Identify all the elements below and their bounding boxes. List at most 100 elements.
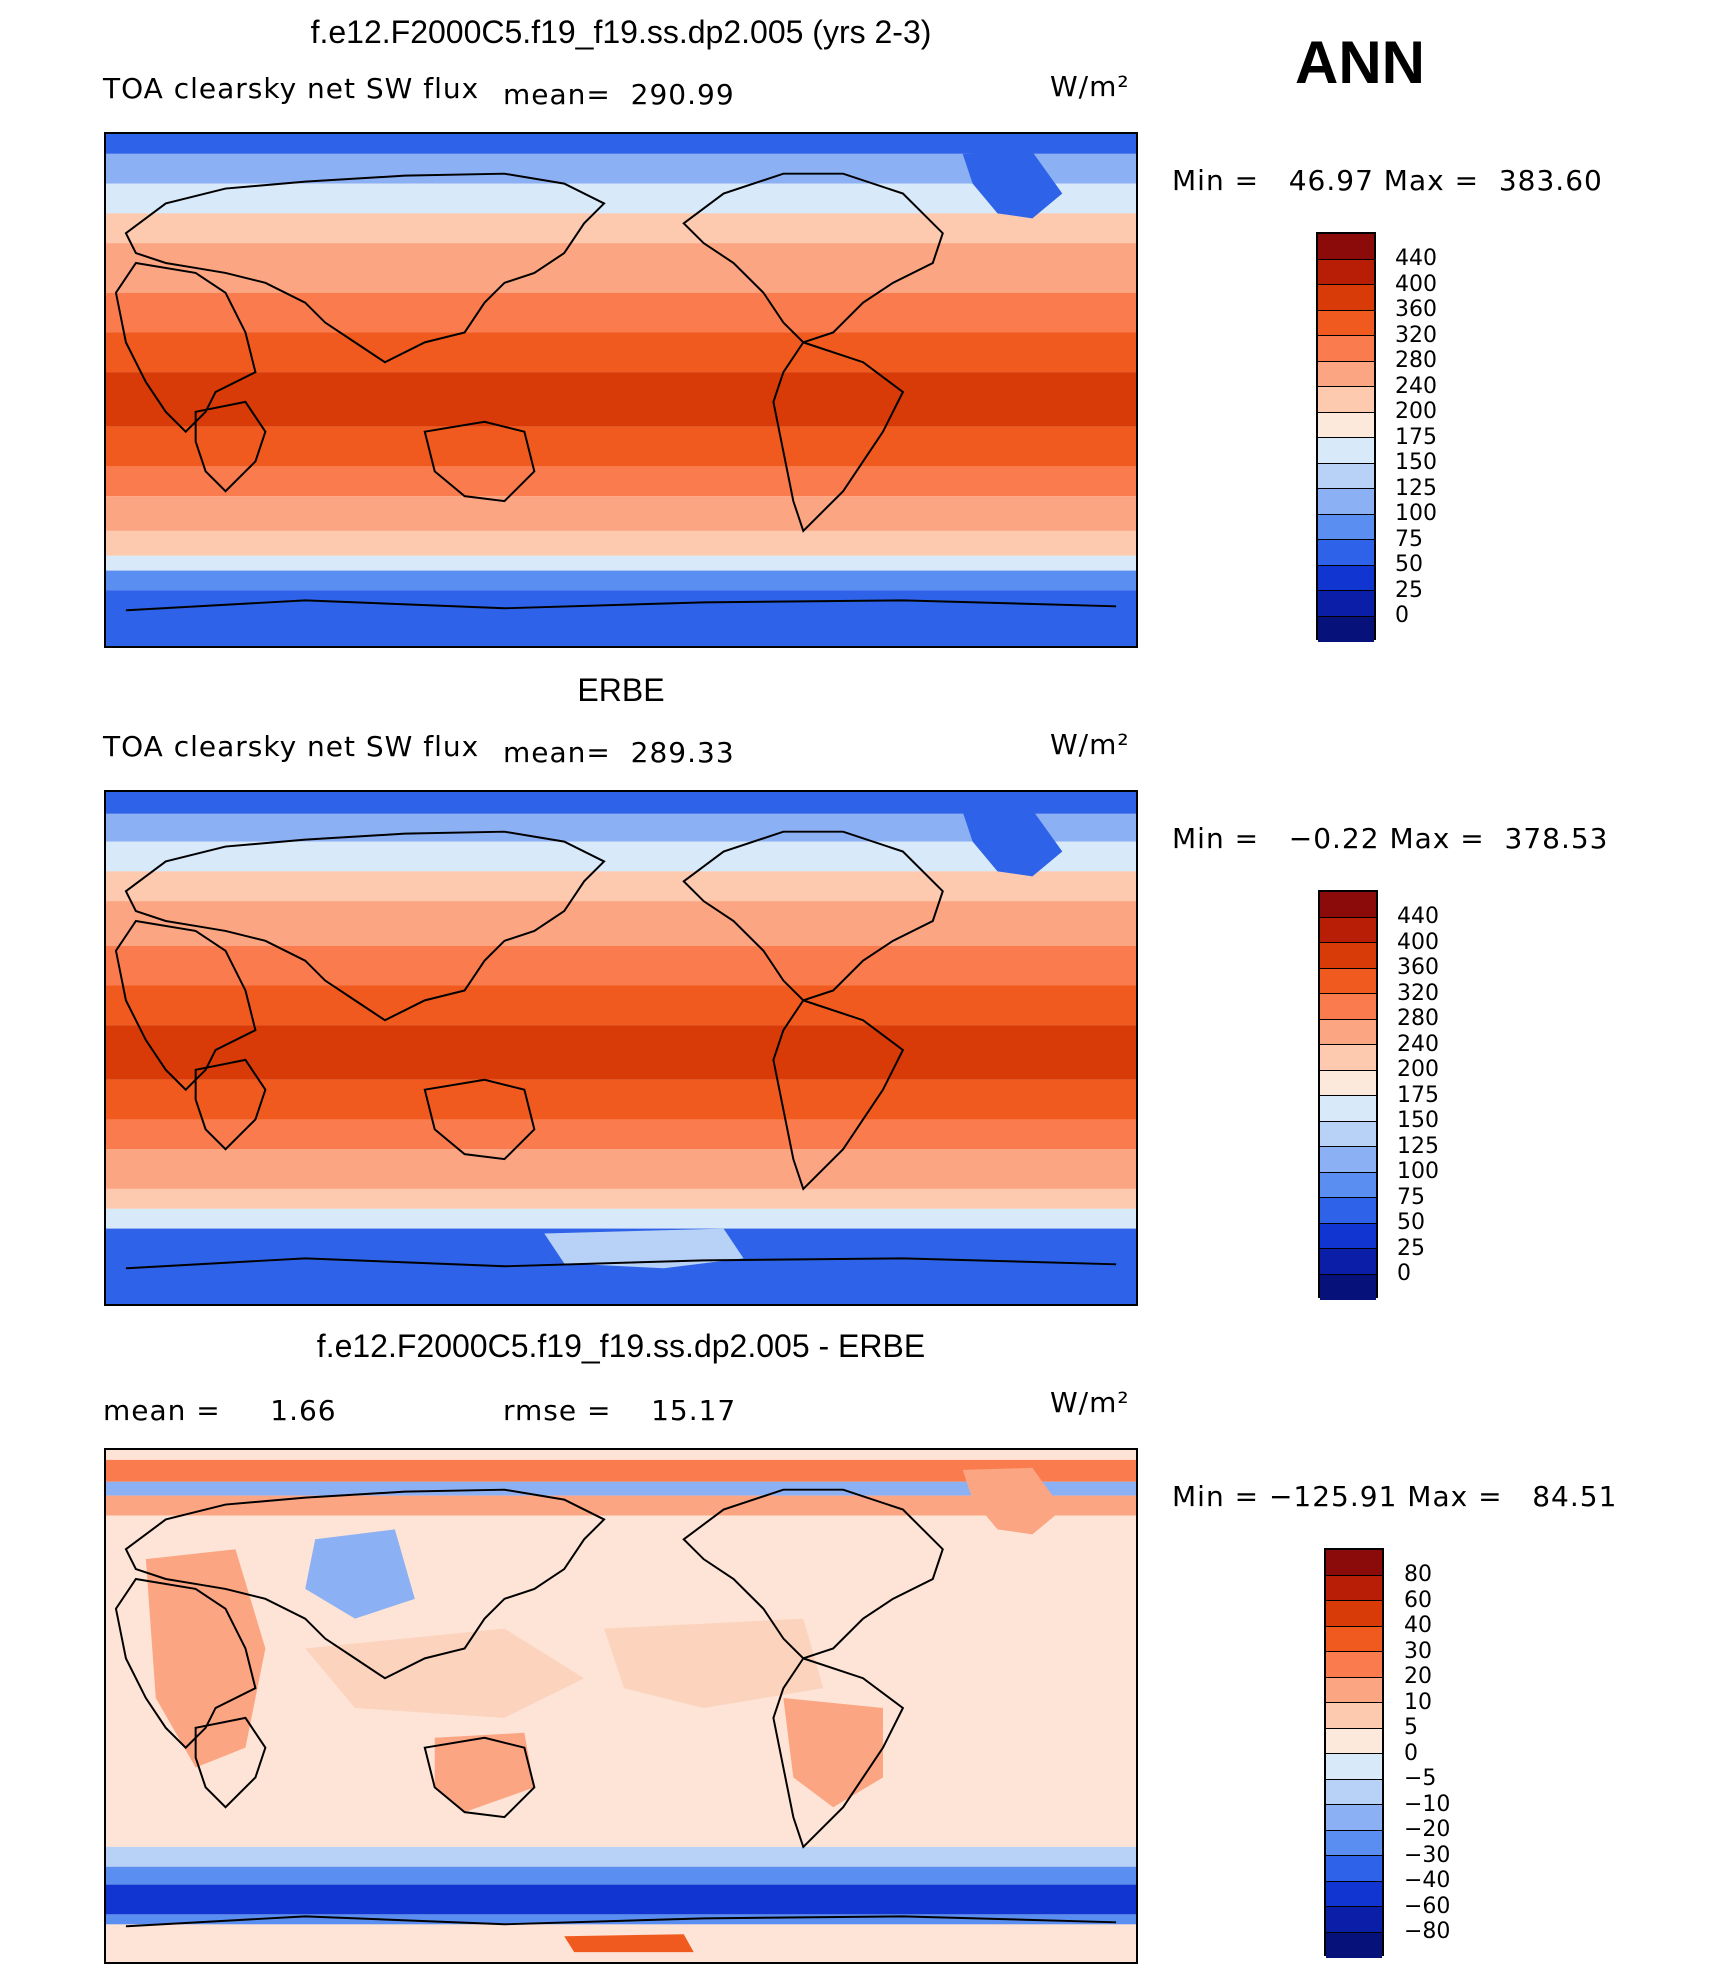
colorbar-tick-label: 50 xyxy=(1395,552,1423,577)
panel-2-map-field xyxy=(106,792,1136,1304)
colorbar-tick-label: 440 xyxy=(1395,246,1437,271)
colorbar-tick-label: 25 xyxy=(1397,1235,1425,1261)
panel-3-units-label: W/m² xyxy=(1050,1386,1130,1419)
colorbar-tick-label: 125 xyxy=(1397,1133,1439,1159)
colorbar-tick-label: 200 xyxy=(1395,399,1437,424)
colorbar-tick-label: 25 xyxy=(1395,577,1423,603)
colorbar-tick-label: −40 xyxy=(1404,1868,1451,1893)
colorbar-segment xyxy=(1326,1703,1382,1729)
colorbar-segment xyxy=(1320,1249,1376,1275)
colorbar-segment xyxy=(1318,387,1374,413)
colorbar-segment xyxy=(1320,1147,1376,1173)
colorbar-tick-label: 80 xyxy=(1404,1562,1432,1587)
colorbar-tick-label: 150 xyxy=(1397,1108,1439,1133)
colorbar-segment xyxy=(1326,1626,1382,1652)
panel-1-mean-label: mean= 290.99 xyxy=(503,78,735,111)
colorbar-tick-label: 100 xyxy=(1397,1159,1439,1184)
colorbar-tick-label: 30 xyxy=(1404,1638,1432,1664)
colorbar-segment xyxy=(1326,1881,1382,1907)
colorbar-tick-label: 320 xyxy=(1397,980,1439,1006)
colorbar-segment xyxy=(1326,1575,1382,1601)
colorbar-segment xyxy=(1318,259,1374,285)
colorbar-tick-label: −80 xyxy=(1404,1919,1451,1944)
colorbar-segment xyxy=(1326,1907,1382,1933)
colorbar-segment xyxy=(1320,968,1376,994)
colorbar-segment xyxy=(1326,1805,1382,1831)
colorbar-segment xyxy=(1320,892,1376,918)
colorbar-segment xyxy=(1326,1601,1382,1627)
colorbar-tick-label: 0 xyxy=(1395,603,1409,628)
colorbar-segment xyxy=(1326,1932,1382,1958)
colorbar-tick-label: 360 xyxy=(1397,955,1439,980)
colorbar-segment xyxy=(1320,1172,1376,1198)
colorbar-segment xyxy=(1318,336,1374,362)
panel-2-minmax-label: Min = −0.22 Max = 378.53 xyxy=(1172,822,1609,855)
colorbar-segment xyxy=(1320,1223,1376,1249)
colorbar-tick-label: 320 xyxy=(1395,322,1437,348)
colorbar-tick-label: 75 xyxy=(1397,1184,1425,1210)
colorbar-tick-label: 50 xyxy=(1397,1210,1425,1235)
colorbar-segment xyxy=(1320,1045,1376,1071)
panel-3-rmse-label: rmse = 15.17 xyxy=(503,1394,737,1427)
panel-1-minmax-label: Min = 46.97 Max = 383.60 xyxy=(1172,164,1603,197)
colorbar-tick-label: 100 xyxy=(1395,501,1437,526)
colorbar-segment xyxy=(1318,285,1374,311)
panel-1-colorbar-ticks: 440 400 360 320 280 240 200 175 150 125 100 75 50 25 0 xyxy=(1395,246,1437,629)
colorbar-segment xyxy=(1318,361,1374,387)
colorbar-segment xyxy=(1318,412,1374,438)
panel-3-mean-label: mean = 1.66 xyxy=(103,1394,337,1427)
colorbar-segment xyxy=(1318,616,1374,642)
colorbar-tick-label: 440 xyxy=(1397,904,1439,929)
colorbar-segment xyxy=(1320,994,1376,1020)
panel-3-title: f.e12.F2000C5.f19_f19.ss.dp2.005 - ERBE xyxy=(316,1328,926,1364)
colorbar-segment xyxy=(1326,1830,1382,1856)
colorbar-segment xyxy=(1318,591,1374,617)
panel-3-minmax-label: Min = −125.91 Max = 84.51 xyxy=(1172,1480,1618,1513)
colorbar-tick-label: −5 xyxy=(1404,1766,1437,1791)
colorbar-segment xyxy=(1318,514,1374,540)
colorbar-segment xyxy=(1326,1779,1382,1805)
colorbar-segment xyxy=(1318,438,1374,464)
colorbar-segment xyxy=(1326,1550,1382,1576)
colorbar-tick-label: 175 xyxy=(1395,424,1437,450)
colorbar-tick-label: 400 xyxy=(1395,271,1437,297)
colorbar-tick-label: 0 xyxy=(1397,1261,1411,1286)
panel-1-variable-label: TOA clearsky net SW flux xyxy=(103,72,480,105)
panel-1-colorbar xyxy=(1316,232,1376,642)
panel-3-colorbar xyxy=(1324,1548,1384,1958)
colorbar-segment xyxy=(1320,1019,1376,1045)
colorbar-segment xyxy=(1320,1070,1376,1096)
panel-1-units-label: W/m² xyxy=(1050,70,1130,103)
colorbar-tick-label: 400 xyxy=(1397,929,1439,955)
colorbar-segment xyxy=(1320,917,1376,943)
colorbar-tick-label: −30 xyxy=(1404,1842,1451,1868)
colorbar-segment xyxy=(1318,565,1374,591)
colorbar-tick-label: 60 xyxy=(1404,1587,1432,1613)
colorbar-segment xyxy=(1326,1856,1382,1882)
colorbar-tick-label: 75 xyxy=(1395,526,1423,552)
panel-1-map xyxy=(104,132,1138,648)
colorbar-tick-label: 0 xyxy=(1404,1740,1418,1766)
panel-1-map-field xyxy=(106,134,1136,646)
colorbar-segment xyxy=(1320,943,1376,969)
colorbar-segment xyxy=(1320,1096,1376,1122)
colorbar-segment xyxy=(1320,1274,1376,1300)
colorbar-segment xyxy=(1318,310,1374,336)
panel-2-title: ERBE xyxy=(577,672,665,708)
colorbar-segment xyxy=(1326,1754,1382,1780)
panel-3-map xyxy=(104,1448,1138,1964)
colorbar-tick-label: 360 xyxy=(1395,297,1437,322)
colorbar-tick-label: 175 xyxy=(1397,1082,1439,1108)
colorbar-tick-label: 280 xyxy=(1395,348,1437,373)
colorbar-segment xyxy=(1318,234,1374,260)
colorbar-segment xyxy=(1326,1728,1382,1754)
colorbar-tick-label: −60 xyxy=(1404,1893,1451,1919)
colorbar-segment xyxy=(1326,1677,1382,1703)
panel-3-colorbar-ticks: 80 60 40 30 20 10 5 0 −5 −10 −20 −30 −40 −60 −80 xyxy=(1404,1562,1450,1945)
colorbar-tick-label: 40 xyxy=(1404,1613,1432,1638)
colorbar-segment xyxy=(1320,1121,1376,1147)
panel-2-map xyxy=(104,790,1138,1306)
colorbar-segment xyxy=(1318,463,1374,489)
panel-3-map-field xyxy=(106,1450,1136,1962)
colorbar-segment xyxy=(1318,540,1374,566)
